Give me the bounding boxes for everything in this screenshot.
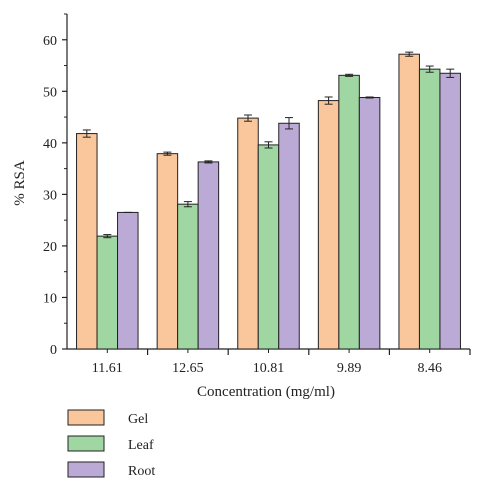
legend-label-gel: Gel bbox=[128, 412, 148, 427]
legend-swatch-leaf bbox=[67, 435, 105, 452]
x-tick-label: 10.81 bbox=[253, 361, 285, 376]
x-tick-label: 11.61 bbox=[92, 361, 123, 376]
legend-swatch-gel bbox=[67, 409, 105, 426]
y-tick-label: 40 bbox=[43, 137, 57, 152]
x-tick-label: 8.46 bbox=[417, 361, 442, 376]
bar-leaf bbox=[418, 68, 441, 350]
y-tick-label: 60 bbox=[43, 34, 57, 49]
y-tick-label: 0 bbox=[50, 343, 57, 358]
bar-leaf bbox=[257, 144, 280, 350]
y-tick-label: 10 bbox=[43, 291, 57, 306]
bar-gel bbox=[317, 100, 340, 350]
bar-root bbox=[439, 72, 461, 350]
bar-gel bbox=[237, 117, 259, 350]
bar-gel bbox=[156, 153, 179, 350]
bar-root bbox=[358, 96, 381, 350]
bar-root bbox=[278, 122, 300, 350]
legend-label-root: Root bbox=[128, 464, 155, 479]
x-axis-label: Concentration (mg/ml) bbox=[197, 384, 335, 400]
legend-swatch-root bbox=[67, 461, 105, 478]
x-tick-label: 12.65 bbox=[172, 361, 204, 376]
bar-leaf bbox=[177, 203, 199, 350]
x-tick-label: 9.89 bbox=[337, 361, 362, 376]
y-ticks: 0 10 20 30 40 50 60 bbox=[43, 13, 67, 358]
legend-label-leaf: Leaf bbox=[128, 438, 154, 453]
x-ticks: 11.61 12.65 10.81 9.89 8.46 bbox=[92, 349, 471, 376]
legend: Gel Leaf Root bbox=[67, 409, 155, 479]
y-tick-label: 30 bbox=[43, 188, 57, 203]
bar-root bbox=[197, 161, 220, 350]
bars bbox=[76, 51, 461, 350]
bar-leaf bbox=[96, 235, 119, 350]
y-axis-label: % RSA bbox=[12, 160, 28, 206]
bar-gel bbox=[398, 53, 420, 350]
bar-gel bbox=[76, 133, 98, 350]
bar-root bbox=[117, 211, 139, 350]
y-tick-label: 50 bbox=[43, 85, 57, 100]
bar-leaf bbox=[338, 74, 360, 350]
y-tick-label: 20 bbox=[43, 240, 57, 255]
